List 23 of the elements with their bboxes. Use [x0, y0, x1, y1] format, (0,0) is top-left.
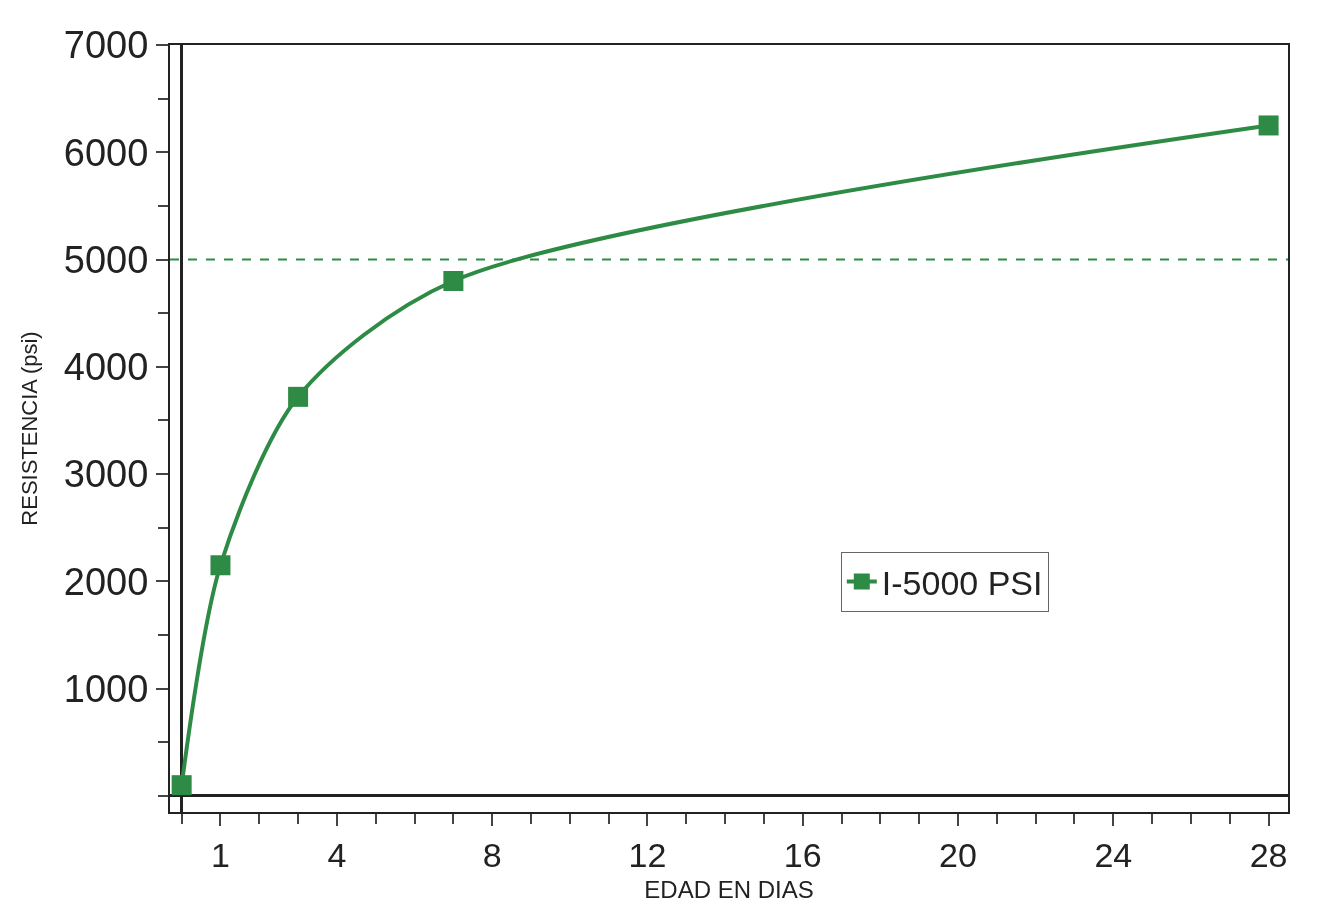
point	[443, 271, 464, 291]
y-tick-label: 5000	[63, 238, 149, 281]
y-tick-label: 4000	[63, 346, 149, 389]
y-tick-label: 6000	[63, 131, 149, 174]
x-tick-label: 1	[211, 835, 230, 874]
point	[1258, 115, 1279, 136]
y-tick-label: 1000	[63, 667, 149, 710]
point	[171, 775, 192, 796]
legend-label: I-5000 PSI	[881, 563, 1043, 602]
x-tick-label: 28	[1249, 835, 1288, 874]
x-tick-label: 20	[939, 835, 977, 874]
y-axis-title: RESISTENCIA (psi)	[17, 331, 43, 526]
x-tick-label: 8	[482, 835, 502, 874]
y-tick-label: 7000	[63, 24, 149, 67]
x-tick-label: 12	[628, 835, 667, 874]
x-axis-title: EDAD EN DIAS	[644, 875, 814, 903]
x-tick-label: 16	[783, 835, 822, 874]
point	[288, 386, 309, 407]
y-tick-label: 2000	[63, 560, 149, 603]
x-tick-label: 24	[1094, 835, 1133, 874]
point	[210, 555, 231, 576]
x-tick-label: 4	[327, 835, 347, 874]
y-tick-label: 3000	[63, 453, 149, 496]
